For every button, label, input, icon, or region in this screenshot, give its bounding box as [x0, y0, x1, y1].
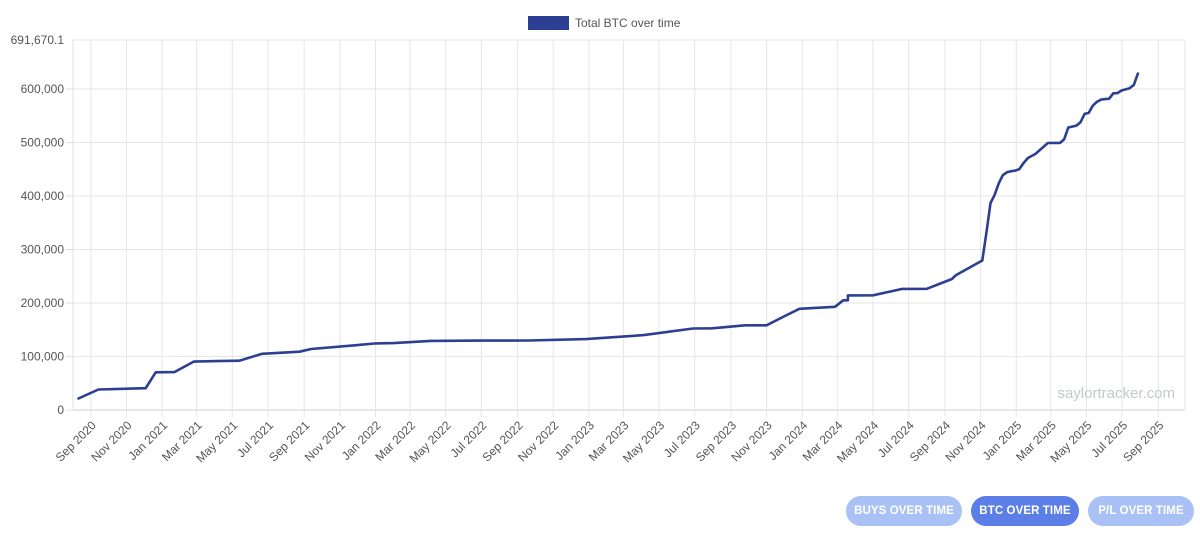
data-point [847, 294, 849, 297]
data-point [1116, 92, 1119, 94]
data-point [798, 307, 801, 310]
data-point [1046, 142, 1049, 144]
data-point [144, 387, 147, 390]
series-line-total-btc [77, 72, 1140, 400]
data-point [527, 339, 530, 342]
data-point [77, 397, 80, 400]
buys-over-time-button[interactable]: BUYS OVER TIME [846, 496, 962, 526]
btc-line-chart: 691,670.1 0 100,000 200,000 300,000 400,000 50… [11, 16, 1186, 465]
data-point [1132, 84, 1135, 86]
data-point [173, 371, 176, 373]
data-point [997, 182, 1000, 185]
data-point [192, 360, 195, 363]
data-point [1100, 98, 1102, 101]
data-point [479, 339, 482, 342]
data-point [901, 288, 904, 290]
data-point [847, 299, 849, 302]
data-point [1108, 97, 1111, 100]
data-point [842, 299, 845, 302]
data-point [238, 359, 241, 362]
data-point [1075, 124, 1078, 127]
data-point [429, 340, 432, 342]
data-point [1137, 72, 1139, 75]
data-point [711, 327, 714, 330]
data-point [1006, 171, 1008, 174]
data-point [1079, 121, 1082, 123]
data-point [993, 194, 996, 196]
pl-over-time-button[interactable]: P/L OVER TIME [1088, 496, 1194, 526]
data-point [392, 342, 395, 344]
legend-label[interactable]: Total BTC over time [575, 16, 681, 30]
data-point [985, 231, 988, 234]
data-point [1128, 87, 1131, 90]
data-point [154, 371, 157, 374]
btc-over-time-button[interactable]: BTC OVER TIME [971, 496, 1079, 526]
y-tick-label: 200,000 [21, 296, 65, 310]
data-point [1034, 153, 1037, 155]
chart-view-buttons: BUYS OVER TIME BTC OVER TIME P/L OVER TI… [846, 496, 1194, 526]
data-point [955, 274, 957, 276]
y-tick-label: 400,000 [21, 189, 65, 203]
data-point [1120, 89, 1123, 92]
data-point [355, 344, 358, 347]
legend[interactable]: Total BTC over time [528, 16, 681, 30]
data-point [1096, 100, 1098, 103]
data-point [989, 202, 992, 205]
data-point [834, 305, 836, 308]
y-tick-label: 0 [57, 403, 64, 417]
data-point [951, 278, 953, 280]
y-tick-label: 300,000 [21, 243, 65, 257]
legend-swatch[interactable] [528, 16, 569, 30]
x-tick-label: Sep 2025 [1120, 418, 1166, 464]
data-point [981, 259, 984, 262]
data-point [1018, 168, 1021, 171]
y-tick-label: 100,000 [21, 350, 65, 364]
data-point [298, 350, 301, 353]
data-point [1067, 126, 1070, 129]
data-point [1087, 112, 1090, 114]
data-point [1083, 113, 1086, 115]
data-point [97, 388, 100, 391]
series-layer [77, 72, 1140, 400]
y-max-label: 691,670.1 [11, 33, 65, 47]
data-point [216, 360, 219, 362]
y-axis: 691,670.1 0 100,000 200,000 300,000 400,000 50… [11, 33, 65, 417]
data-point [765, 324, 768, 327]
data-point [261, 352, 263, 355]
data-point [744, 324, 746, 327]
data-point [373, 342, 376, 345]
data-point [1091, 104, 1094, 107]
data-point [642, 334, 645, 336]
y-tick-label: 500,000 [21, 136, 65, 150]
data-point [1112, 92, 1115, 95]
data-point [1063, 138, 1066, 141]
data-point [782, 315, 785, 318]
data-point [1010, 170, 1012, 173]
data-point [1022, 162, 1025, 165]
data-point [1014, 169, 1016, 172]
data-point [1055, 142, 1057, 144]
data-point [1001, 174, 1004, 177]
data-point [872, 294, 874, 297]
data-point [585, 338, 587, 340]
data-point [692, 327, 694, 330]
data-point [925, 287, 928, 290]
watermark-text: saylortracker.com [1057, 385, 1175, 402]
data-point [1059, 142, 1061, 144]
data-point [1027, 157, 1029, 159]
data-point [310, 348, 313, 350]
y-tick-label: 600,000 [21, 82, 65, 96]
